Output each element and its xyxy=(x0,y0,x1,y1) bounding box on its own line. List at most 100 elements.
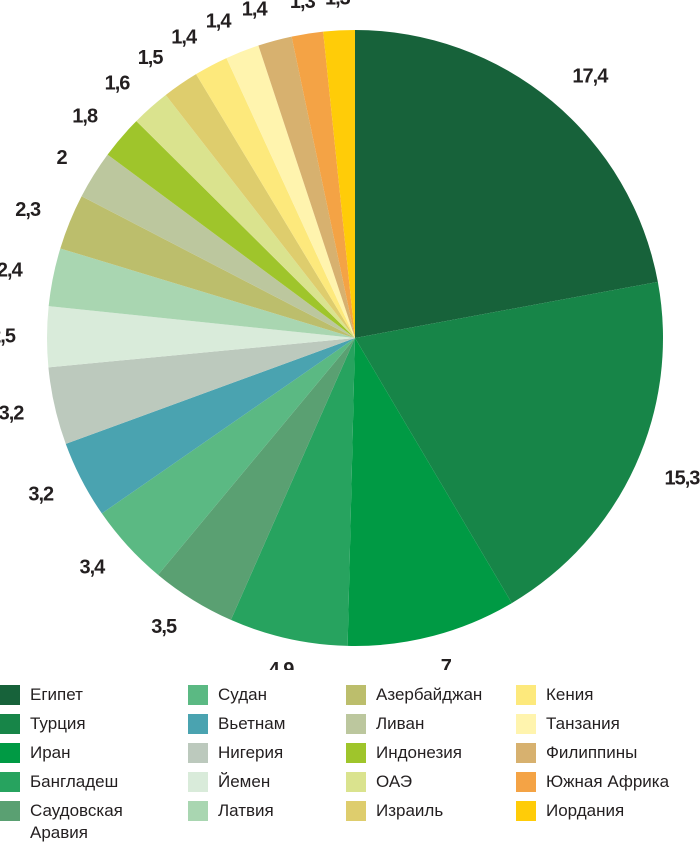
value-label: 1,3 xyxy=(325,0,351,10)
legend-swatch xyxy=(516,714,536,734)
value-label: 4,9 xyxy=(269,659,295,670)
legend-item: Судан xyxy=(188,684,267,706)
legend-swatch xyxy=(0,772,20,792)
legend-item: Кения xyxy=(516,684,593,706)
value-label: 1,3 xyxy=(290,0,316,13)
value-label: 2,3 xyxy=(15,199,41,221)
legend-item: Саудовская Аравия xyxy=(0,800,123,842)
value-label: 1,5 xyxy=(138,47,164,69)
legend-label: Вьетнам xyxy=(218,714,286,733)
legend-item: Египет xyxy=(0,684,83,706)
legend-item: Филиппины xyxy=(516,742,637,764)
pie-slice xyxy=(230,338,355,646)
legend-item: Вьетнам xyxy=(188,713,285,735)
value-label: 3,4 xyxy=(79,557,106,579)
pie-slice xyxy=(101,338,355,575)
legend-label: ОАЭ xyxy=(376,772,413,791)
legend-swatch xyxy=(188,772,208,792)
legend-swatch xyxy=(0,743,20,763)
legend-swatch xyxy=(346,772,366,792)
pie-slice xyxy=(355,30,658,338)
legend-label: Израиль xyxy=(376,801,444,820)
value-label: 15,3 xyxy=(665,468,700,490)
legend-label: Турция xyxy=(30,714,86,733)
pie-slices xyxy=(46,29,664,646)
legend-swatch xyxy=(0,714,20,734)
value-label: 1,4 xyxy=(206,11,233,33)
pie-chart: 17,4 15,3 7 4,9 3,5 3,4 3,2 3,2 2,5 2,4 2,3 21,8 1,6… xyxy=(0,0,700,670)
legend-item: Ливан xyxy=(346,713,424,735)
pie-slice xyxy=(48,248,356,338)
legend-swatch xyxy=(346,714,366,734)
legend-swatch xyxy=(0,685,20,705)
value-label: 2 xyxy=(56,147,67,169)
pie-slice xyxy=(158,338,355,620)
legend-swatch xyxy=(346,685,366,705)
value-label: 1,4 xyxy=(171,26,198,48)
value-label: 7 xyxy=(441,656,452,670)
legend-label: Танзания xyxy=(546,714,620,733)
pie-slice xyxy=(107,121,355,338)
legend-item: Турция xyxy=(0,713,86,735)
legend-label: Нигерия xyxy=(218,743,284,762)
legend-item: Иран xyxy=(0,742,71,764)
pie-slice xyxy=(60,196,356,338)
legend-item: Иордания xyxy=(516,800,624,822)
pie-slice xyxy=(258,36,355,338)
legend-item: Израиль xyxy=(346,800,443,822)
legend-label: Йемен xyxy=(218,772,271,791)
pie-slice xyxy=(165,74,355,339)
legend-swatch xyxy=(188,714,208,734)
value-label: 1,8 xyxy=(72,106,98,128)
legend-item: Латвия xyxy=(188,800,274,822)
pie-slice xyxy=(65,338,355,514)
value-label: 1,6 xyxy=(105,73,131,95)
legend-swatch xyxy=(346,743,366,763)
legend-label: Латвия xyxy=(218,801,274,820)
value-label: 3,2 xyxy=(28,484,54,506)
legend-swatch xyxy=(188,743,208,763)
pie-slice xyxy=(347,338,512,646)
legend-label: Филиппины xyxy=(546,743,638,762)
legend-label: Южная Африка xyxy=(546,772,670,791)
legend-item: Бангладеш xyxy=(0,771,118,793)
value-label: 2,5 xyxy=(0,326,16,348)
legend-label: Судан xyxy=(218,685,267,704)
value-label: 17,4 xyxy=(572,66,609,88)
pie-slice xyxy=(226,45,355,338)
legend-label: Иран xyxy=(30,743,71,762)
value-label: 2,4 xyxy=(0,260,24,282)
pie-slice xyxy=(136,95,355,339)
legend-item: Йемен xyxy=(188,771,270,793)
legend-item: Нигерия xyxy=(188,742,283,764)
pie-slice xyxy=(46,306,355,368)
legend-swatch xyxy=(188,685,208,705)
legend-swatch xyxy=(346,801,366,821)
legend: Египет Турция Иран Бангладеш Саудовская Арав… xyxy=(0,684,700,852)
legend-label: Индонезия xyxy=(376,743,462,762)
legend-swatch xyxy=(516,772,536,792)
legend-item: ОАЭ xyxy=(346,771,412,793)
legend-label: Кения xyxy=(546,685,594,704)
legend-swatch xyxy=(516,743,536,763)
legend-item: Южная Африка xyxy=(516,771,669,793)
pie-slice xyxy=(196,58,355,339)
legend-label: Саудовская Аравия xyxy=(30,801,123,842)
legend-swatch xyxy=(188,801,208,821)
legend-label: Египет xyxy=(30,685,83,704)
legend-item: Индонезия xyxy=(346,742,462,764)
legend-label: Азербайджан xyxy=(376,685,483,704)
legend-item: Танзания xyxy=(516,713,620,735)
pie-slice xyxy=(355,281,664,604)
pie-slice xyxy=(323,29,355,338)
legend-label: Бангладеш xyxy=(30,772,119,791)
pie-slice xyxy=(48,338,355,444)
legend-swatch xyxy=(0,801,20,821)
legend-label: Иордания xyxy=(546,801,625,820)
legend-swatch xyxy=(516,801,536,821)
pie-slice xyxy=(81,154,355,338)
value-label: 1,4 xyxy=(242,0,269,21)
value-labels: 17,4 15,3 7 4,9 3,5 3,4 3,2 3,2 2,5 2,4 2,3 21,8 1,6… xyxy=(0,0,700,670)
legend-label: Ливан xyxy=(376,714,425,733)
pie-slice xyxy=(291,31,355,339)
